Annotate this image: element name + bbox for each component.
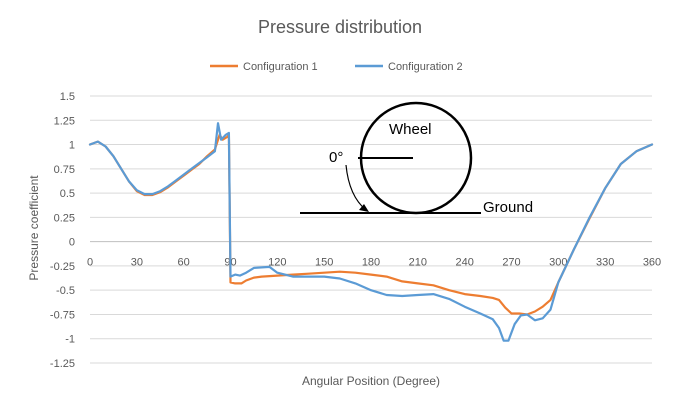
wheel-label: Wheel xyxy=(389,121,432,138)
ground-label: Ground xyxy=(483,199,533,216)
y-tick-label: -1.25 xyxy=(50,358,75,370)
angle-label: 0° xyxy=(329,149,343,166)
y-tick-label: -0.25 xyxy=(50,261,75,273)
series-line-1 xyxy=(88,133,654,316)
x-tick-label: 360 xyxy=(643,257,661,269)
x-tick-label: 300 xyxy=(549,257,567,269)
y-tick-label: 1.25 xyxy=(54,115,75,127)
x-tick-label: 30 xyxy=(131,257,143,269)
x-tick-label: 60 xyxy=(178,257,190,269)
y-tick-label: 0 xyxy=(69,237,75,249)
wheel-inset-diagram: Wheel 0° Ground xyxy=(300,101,533,216)
y-axis-title: Pressure coefficient xyxy=(27,175,41,281)
gridlines xyxy=(90,95,652,364)
x-axis-title: Angular Position (Degree) xyxy=(302,374,440,388)
y-axis-tick-labels: 1.5 1.25 1 0.75 0.5 0.25 0 -0.25 -0.5 -0.75 -1 -1.2… xyxy=(50,91,75,370)
x-tick-label: 240 xyxy=(455,257,473,269)
y-tick-label: -1 xyxy=(65,334,75,346)
y-tick-label: 0.75 xyxy=(54,164,75,176)
legend-label-1: Configuration 1 xyxy=(243,61,318,73)
series-line-2 xyxy=(88,122,654,342)
x-axis-tick-labels: 0 30 60 90 120 150 180 210 240 270 300 330 360 xyxy=(87,257,661,269)
y-tick-label: -0.5 xyxy=(56,285,75,297)
x-tick-label: 150 xyxy=(315,257,333,269)
legend: Configuration 1 Configuration 2 xyxy=(210,61,463,73)
legend-label-2: Configuration 2 xyxy=(388,61,463,73)
x-tick-label: 180 xyxy=(362,257,380,269)
x-tick-label: 210 xyxy=(409,257,427,269)
x-tick-label: 0 xyxy=(87,257,93,269)
rotation-arrowhead xyxy=(359,204,369,212)
y-tick-label: 1.5 xyxy=(60,91,75,103)
y-tick-label: -0.75 xyxy=(50,309,75,321)
x-tick-label: 270 xyxy=(502,257,520,269)
y-tick-label: 1 xyxy=(69,140,75,152)
chart-title: Pressure distribution xyxy=(258,17,422,37)
series-lines xyxy=(88,122,654,342)
y-tick-label: 0.5 xyxy=(60,188,75,200)
x-tick-label: 120 xyxy=(268,257,286,269)
x-tick-label: 330 xyxy=(596,257,614,269)
y-tick-label: 0.25 xyxy=(54,212,75,224)
